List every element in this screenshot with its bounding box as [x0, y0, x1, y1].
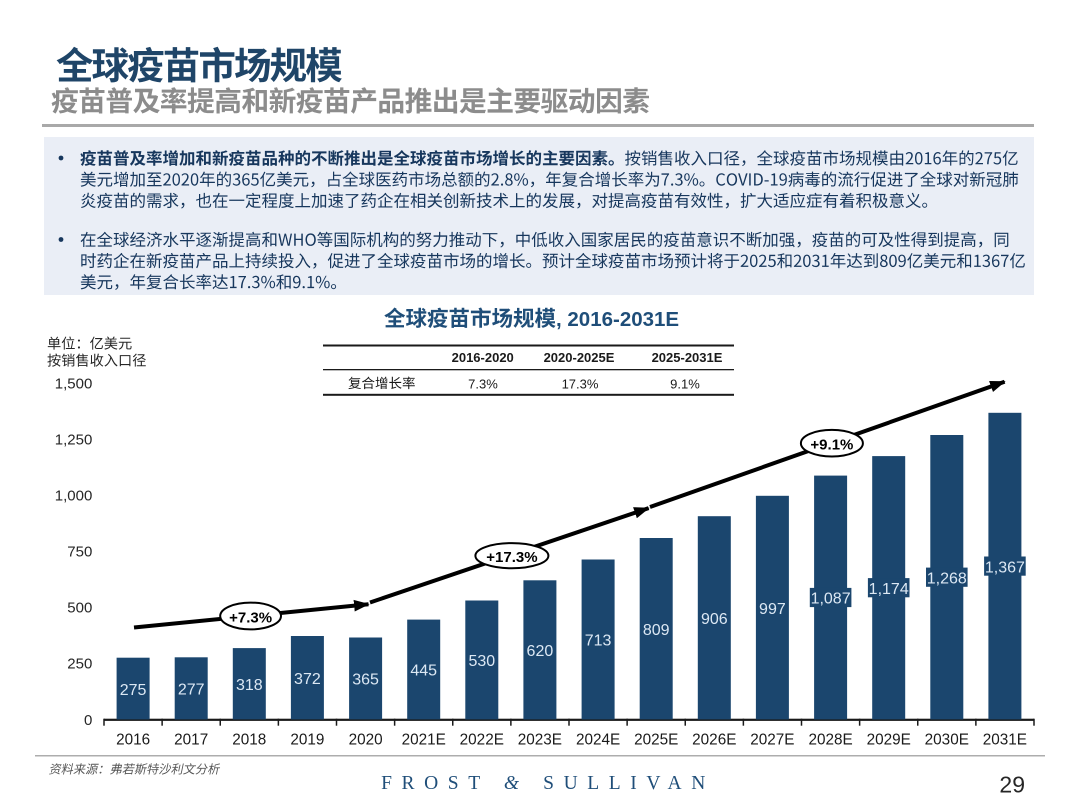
- svg-text:1,087: 1,087: [811, 591, 851, 608]
- svg-text:1,000: 1,000: [55, 488, 93, 505]
- svg-text:1,500: 1,500: [55, 375, 93, 392]
- svg-text:277: 277: [178, 682, 205, 699]
- svg-text:2020-2025E: 2020-2025E: [544, 350, 615, 365]
- svg-text:2018: 2018: [232, 732, 266, 749]
- svg-text:7.3%: 7.3%: [468, 377, 498, 392]
- svg-text:FROST & SULLIVAN: FROST & SULLIVAN: [381, 773, 715, 794]
- svg-text:372: 372: [294, 671, 321, 688]
- svg-text:2022E: 2022E: [460, 732, 504, 749]
- svg-text:2017: 2017: [174, 732, 208, 749]
- svg-text:1,250: 1,250: [55, 431, 93, 448]
- svg-text:2021E: 2021E: [402, 732, 446, 749]
- svg-text:2026E: 2026E: [692, 732, 736, 749]
- svg-text:500: 500: [67, 600, 92, 617]
- svg-text:+9.1%: +9.1%: [810, 437, 853, 454]
- svg-text:2027E: 2027E: [750, 732, 794, 749]
- svg-text:2023E: 2023E: [518, 732, 562, 749]
- svg-text:713: 713: [585, 633, 612, 650]
- svg-text:2025E: 2025E: [634, 732, 678, 749]
- svg-text:2025-2031E: 2025-2031E: [652, 350, 723, 365]
- svg-text:2019: 2019: [290, 732, 324, 749]
- svg-text:2031E: 2031E: [983, 732, 1027, 749]
- svg-text:2020: 2020: [349, 732, 383, 749]
- svg-text:365: 365: [352, 672, 379, 689]
- svg-text:2024E: 2024E: [576, 732, 620, 749]
- svg-text:2016-2020: 2016-2020: [452, 350, 514, 365]
- svg-text:620: 620: [527, 643, 554, 660]
- svg-text:2016: 2016: [116, 732, 150, 749]
- svg-text:0: 0: [84, 712, 92, 729]
- svg-text:445: 445: [410, 663, 437, 680]
- svg-text:9.1%: 9.1%: [670, 377, 700, 392]
- svg-text:275: 275: [120, 682, 147, 699]
- svg-text:250: 250: [67, 656, 92, 673]
- svg-text:1,367: 1,367: [985, 559, 1025, 576]
- svg-text:2029E: 2029E: [867, 732, 911, 749]
- svg-text:530: 530: [468, 653, 495, 670]
- svg-text:2028E: 2028E: [808, 732, 852, 749]
- svg-text:+17.3%: +17.3%: [486, 549, 537, 566]
- svg-text:2030E: 2030E: [925, 732, 969, 749]
- svg-text:997: 997: [759, 601, 786, 618]
- svg-text:1,174: 1,174: [869, 581, 909, 598]
- svg-text:17.3%: 17.3%: [562, 377, 599, 392]
- svg-text:809: 809: [643, 622, 670, 639]
- svg-text:29: 29: [999, 772, 1025, 798]
- svg-text:906: 906: [701, 611, 728, 628]
- svg-text:, 2016-2031E: , 2016-2031E: [556, 308, 679, 331]
- svg-text:+7.3%: +7.3%: [229, 609, 272, 626]
- svg-text:750: 750: [67, 544, 92, 561]
- svg-text:1,268: 1,268: [927, 570, 967, 587]
- svg-text:318: 318: [236, 677, 263, 694]
